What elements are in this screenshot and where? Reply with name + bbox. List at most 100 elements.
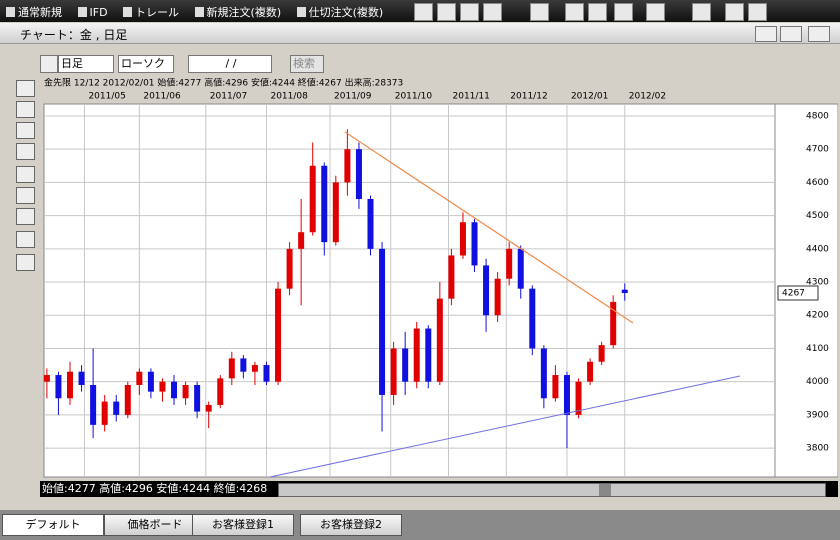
tool-icon[interactable] [16,101,35,118]
x-tick-label: 2011/12 [510,92,547,102]
candle-body [55,375,62,399]
current-price-box [777,285,819,301]
candle-body [529,288,536,349]
candle-body [575,381,582,415]
icon-button[interactable] [614,3,633,21]
candle-body [147,371,154,392]
support-trendline [269,375,741,478]
toolbar-button[interactable]: 新規注文(複数) [195,4,282,20]
candle-body [367,198,374,249]
candle-body [355,149,362,199]
candle-body [436,298,443,382]
icon-button[interactable] [588,3,607,21]
y-tick-label: 4500 [806,211,829,221]
top-toolbar: 通常新規 IFD トレール 新規注文(複数) 仕切注文(複数) [0,0,840,22]
status-bar: 始値:4277 高値:4296 安値:4244 終値:4268 [40,481,838,497]
candle-body [402,348,409,382]
candle-body [344,149,351,183]
icon-button[interactable] [748,3,767,21]
tool-icon[interactable] [16,254,35,271]
candle-body [286,248,293,289]
scroll-thumb[interactable] [599,484,611,496]
tool-icon[interactable] [16,122,35,139]
current-price-label: 4267 [782,288,805,298]
toolbar-button[interactable]: IFD [78,6,108,19]
plot-area [43,103,776,478]
icon-button[interactable] [646,3,665,21]
y-tick-label: 4400 [806,244,829,254]
candle-body [228,358,235,379]
period-select[interactable]: 日足 [58,55,114,73]
tab[interactable]: デフォルト [2,514,104,536]
x-tick-label: 2011/10 [395,92,433,102]
candle-body [217,378,224,405]
icon-button[interactable] [460,3,479,21]
candle-body [610,301,617,346]
tab[interactable]: 価格ボード [104,514,206,536]
candle-body [552,375,559,399]
style-select[interactable]: ローソク [118,55,174,73]
candle-body [379,248,386,395]
x-tick-label: 2012/02 [629,92,666,102]
info-line: 金先限 12/12 2012/02/01 始値:4277 高値:4296 安値:… [44,78,403,89]
candle-body [78,371,85,385]
y-tick-label: 4100 [806,344,829,354]
y-tick-label: 4000 [806,377,829,387]
candle-body [332,182,339,243]
toolbar-button[interactable]: トレール [123,4,179,20]
tool-icon[interactable] [16,143,35,160]
icon-button[interactable] [437,3,456,21]
candle-body [309,165,316,233]
y-tick-label: 3800 [806,444,829,454]
icon-button[interactable] [565,3,584,21]
candle-body [205,404,212,412]
date-input[interactable]: / / [188,55,272,73]
candle-body [540,348,547,399]
icon-button[interactable] [483,3,502,21]
candle-body [194,384,201,412]
candle-body [43,375,50,382]
candle-body [182,384,189,399]
tool-icon[interactable] [16,187,35,204]
y-tick-label: 4700 [806,145,829,155]
tool-icon[interactable] [16,231,35,248]
tab-bar: デフォルト 価格ボード お客様登録1 お客様登録2 [0,510,840,540]
candle-body [124,384,131,415]
toolbar-button[interactable]: 仕切注文(複数) [297,4,384,20]
toolbar-button[interactable]: 通常新規 [6,4,62,20]
candle-body [448,255,455,299]
scrollbar[interactable] [278,483,826,497]
candle-body [598,345,605,362]
icon-button[interactable] [530,3,549,21]
candle-body [90,384,97,425]
chart-icon[interactable] [40,55,58,73]
candle-body [483,265,490,316]
y-tick-label: 3900 [806,410,829,420]
candle-body [240,358,247,372]
x-tick-label: 2011/06 [143,92,181,102]
tab[interactable]: お客様登録2 [300,514,402,536]
candle-body [251,365,258,372]
restore-button[interactable] [780,26,802,42]
candle-body [67,371,74,399]
tab[interactable]: お客様登録1 [192,514,294,536]
x-tick-label: 2011/05 [88,92,125,102]
candle-body [563,375,570,415]
candle-body [113,401,120,415]
candle-body [506,248,513,279]
window-titlebar: チャート：金 , 日足 [0,23,840,44]
search-button[interactable]: 検索 [290,55,324,73]
icon-button[interactable] [725,3,744,21]
close-button[interactable] [808,26,830,42]
candle-body [321,165,328,243]
tool-icon[interactable] [16,80,35,97]
tool-icon[interactable] [16,208,35,225]
minimize-button[interactable] [755,26,777,42]
y-tick-label: 4800 [806,111,829,121]
icon-button[interactable] [414,3,433,21]
x-tick-label: 2012/01 [571,92,608,102]
icon-button[interactable] [692,3,711,21]
chart-panel: 金先限 12/12 2012/02/01 始値:4277 高値:4296 安値:… [42,78,838,481]
tool-icon[interactable] [16,166,35,183]
